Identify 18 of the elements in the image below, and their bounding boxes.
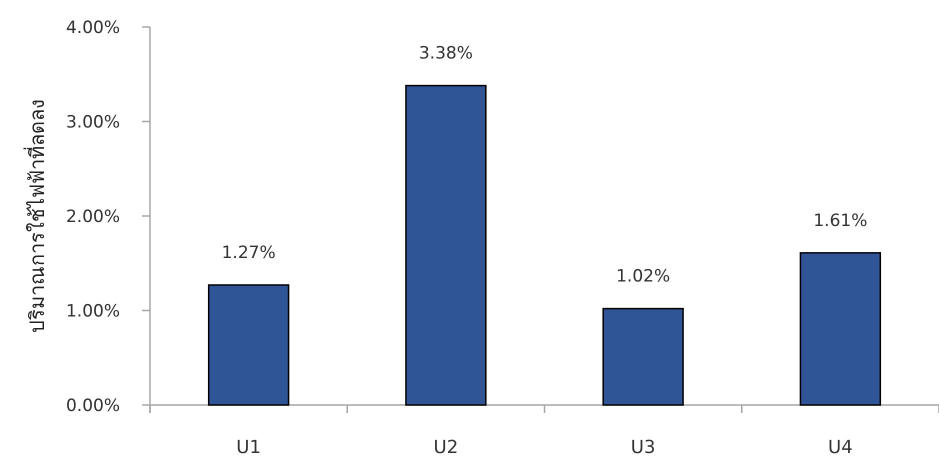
data-label: 1.02% <box>616 266 670 287</box>
data-label: 1.27% <box>222 242 276 263</box>
y-tick-label: 2.00% <box>66 207 120 227</box>
bar <box>208 284 290 406</box>
bar <box>602 308 684 406</box>
data-label: 3.38% <box>418 44 473 64</box>
x-tick-label: U2 <box>434 437 458 458</box>
y-tick-label: 4.00% <box>66 18 120 38</box>
bar <box>405 84 487 406</box>
y-axis-title: ปริมาณการใช้ไฟฟ้าที่ลดลง <box>23 99 49 333</box>
y-tick-label: 0.00% <box>66 396 120 416</box>
x-tick-label: U3 <box>630 437 656 458</box>
x-tick-label: U4 <box>828 437 853 458</box>
x-tick-label: U1 <box>236 437 261 458</box>
y-tick-label: 1.00% <box>66 302 120 322</box>
data-label: 1.61% <box>813 210 868 231</box>
bar <box>800 252 882 406</box>
y-tick-label: 3.00% <box>66 112 120 132</box>
